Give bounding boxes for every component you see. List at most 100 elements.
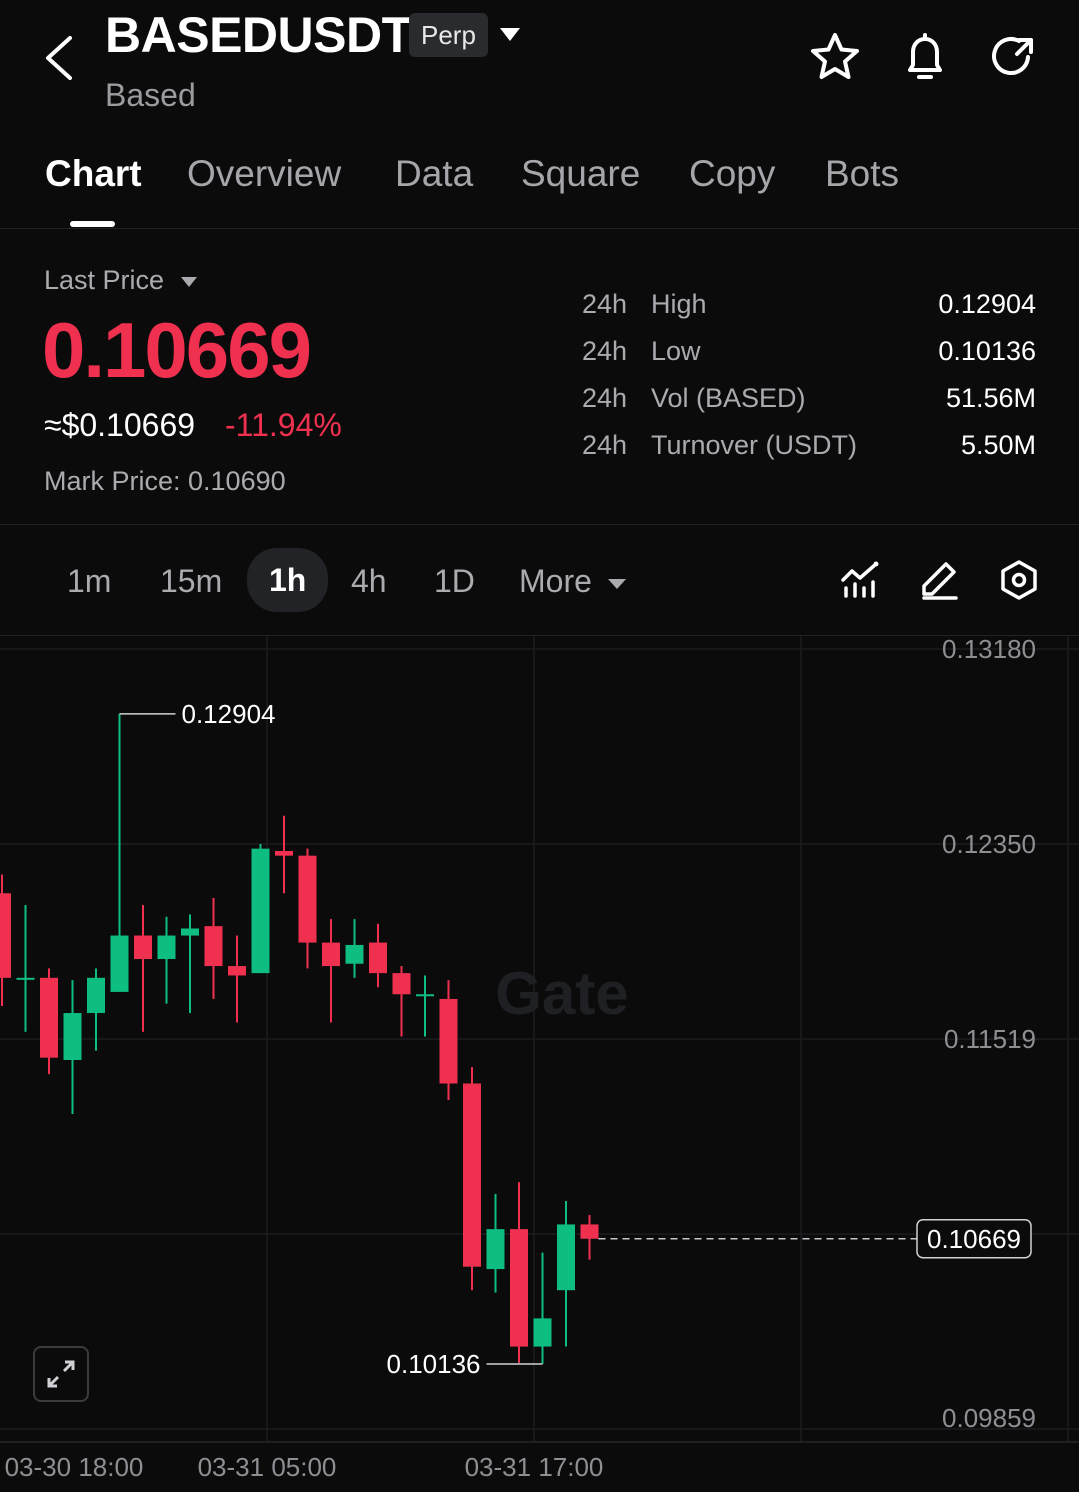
candle-body bbox=[157, 935, 176, 960]
candle bbox=[392, 966, 411, 1037]
candle-body bbox=[298, 855, 317, 943]
last-price-tag: 0.10669 bbox=[927, 1224, 1021, 1254]
last-price-tag-box bbox=[916, 1219, 1032, 1259]
candle-body bbox=[416, 994, 434, 997]
candle-body bbox=[0, 893, 11, 978]
candle bbox=[0, 874, 11, 1007]
timeframe-1h[interactable]: 1h bbox=[247, 548, 329, 612]
tab-chart[interactable]: Chart bbox=[45, 153, 142, 194]
usd-equivalent: ≈$0.10669 bbox=[44, 407, 196, 443]
stat-value: 51.56M bbox=[945, 383, 1036, 413]
x-axis-labels: 03-30 18:00 03-31 05:00 03-31 17:00 bbox=[5, 1452, 604, 1482]
timeframe-4h[interactable]: 4h bbox=[351, 563, 387, 599]
mark-price: Mark Price: 0.10690 bbox=[44, 466, 286, 496]
timeframe-15m[interactable]: 15m bbox=[160, 563, 223, 599]
candle bbox=[322, 919, 340, 1023]
stat-value: 0.12904 bbox=[938, 289, 1036, 319]
fullscreen-button[interactable] bbox=[33, 1346, 89, 1402]
candle bbox=[486, 1193, 505, 1293]
price-change-percent: -11.94% bbox=[225, 407, 342, 443]
candle bbox=[157, 916, 176, 1004]
draw-pencil-icon[interactable] bbox=[918, 558, 962, 602]
perp-badge: Perp bbox=[409, 13, 488, 57]
candle bbox=[181, 914, 199, 1014]
stat-value: 5.50M bbox=[960, 430, 1036, 460]
candle bbox=[580, 1215, 599, 1260]
chart-settings-icon[interactable] bbox=[997, 558, 1041, 602]
chevron-down-icon bbox=[607, 578, 626, 589]
stat-label: Turnover (USDT) bbox=[651, 430, 858, 460]
symbol-subtitle: Based bbox=[105, 77, 196, 113]
candle bbox=[251, 843, 270, 974]
candle bbox=[510, 1182, 528, 1364]
stat-24h-turnover: 24h Turnover (USDT) 5.50M bbox=[582, 430, 1036, 464]
timeframe-1m[interactable]: 1m bbox=[67, 563, 112, 599]
candle bbox=[439, 980, 458, 1100]
y-axis-label: 0.13180 bbox=[942, 636, 1036, 664]
stat-period: 24h bbox=[582, 430, 628, 460]
timeframe-more-label: More bbox=[519, 563, 592, 599]
active-tab-indicator bbox=[70, 221, 115, 227]
stat-label: Vol (BASED) bbox=[651, 383, 806, 413]
tab-bots[interactable]: Bots bbox=[825, 153, 900, 194]
candle bbox=[228, 935, 246, 1023]
candle-body bbox=[204, 926, 223, 967]
candle-body bbox=[510, 1229, 528, 1347]
expand-icon bbox=[47, 1360, 75, 1388]
refresh-icon[interactable] bbox=[986, 30, 1040, 84]
tab-copy[interactable]: Copy bbox=[689, 153, 776, 194]
stat-24h-low: 24h Low 0.10136 bbox=[582, 336, 1036, 370]
tab-data[interactable]: Data bbox=[395, 153, 474, 194]
gate-watermark: Gate bbox=[495, 960, 628, 1027]
bell-icon[interactable] bbox=[898, 30, 952, 84]
candle-body bbox=[557, 1224, 575, 1291]
candle-body bbox=[134, 935, 152, 960]
x-axis-label: 03-31 05:00 bbox=[198, 1452, 337, 1482]
stat-label: Low bbox=[651, 336, 701, 366]
candle-body bbox=[486, 1229, 505, 1270]
candle bbox=[369, 923, 387, 988]
x-axis-label: 03-30 18:00 bbox=[5, 1452, 144, 1482]
symbol-title[interactable]: BASEDUSDT bbox=[105, 7, 412, 63]
candle-body bbox=[369, 942, 387, 974]
last-price-value: 0.10669 bbox=[42, 306, 312, 394]
star-icon[interactable] bbox=[808, 30, 862, 84]
candle bbox=[134, 905, 152, 1032]
timeframe-1d[interactable]: 1D bbox=[434, 563, 475, 599]
timeframe-more[interactable]: More bbox=[519, 557, 627, 605]
x-axis-label: 03-31 17:00 bbox=[465, 1452, 604, 1482]
candle bbox=[110, 713, 129, 992]
stat-24h-high: 24h High 0.12904 bbox=[582, 289, 1036, 323]
candle bbox=[40, 968, 58, 1075]
stat-24h-vol: 24h Vol (BASED) 51.56M bbox=[582, 383, 1036, 417]
chart-grid bbox=[0, 636, 1079, 1443]
tab-overview[interactable]: Overview bbox=[187, 153, 342, 194]
high-marker-label: 0.12904 bbox=[182, 699, 276, 729]
divider bbox=[0, 228, 1079, 229]
candle bbox=[345, 919, 364, 978]
candlestick-chart[interactable]: Gate 0.12904 0.10136 0.10669 0.13180 0.1235… bbox=[0, 636, 1079, 1492]
candle-body bbox=[110, 935, 129, 992]
stat-period: 24h bbox=[582, 383, 628, 413]
tab-square[interactable]: Square bbox=[521, 153, 641, 194]
indicator-icon[interactable] bbox=[838, 558, 882, 602]
candles bbox=[0, 713, 599, 1364]
candle-body bbox=[275, 850, 293, 856]
chevron-down-icon bbox=[180, 276, 197, 287]
divider bbox=[0, 635, 1079, 636]
candle bbox=[204, 897, 223, 999]
last-price-selector[interactable]: Last Price bbox=[44, 265, 198, 296]
last-price-label: Last Price bbox=[44, 265, 165, 295]
y-axis-label: 0.09859 bbox=[942, 1403, 1036, 1433]
candle-body bbox=[345, 944, 364, 964]
candle-body bbox=[228, 966, 246, 976]
y-axis-label: 0.12350 bbox=[942, 829, 1036, 859]
stat-period: 24h bbox=[582, 289, 628, 319]
back-arrow-icon[interactable] bbox=[40, 34, 80, 82]
candle bbox=[298, 848, 317, 969]
divider bbox=[0, 524, 1079, 525]
chevron-down-icon[interactable] bbox=[498, 26, 522, 44]
candle bbox=[463, 1067, 481, 1291]
candle bbox=[416, 975, 434, 1037]
candle-body bbox=[533, 1318, 552, 1347]
